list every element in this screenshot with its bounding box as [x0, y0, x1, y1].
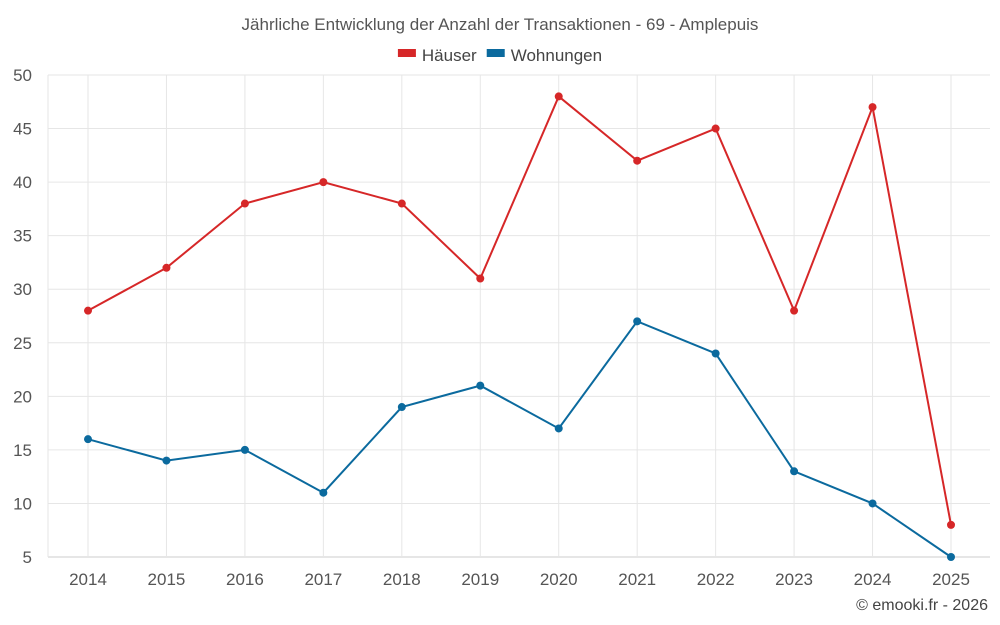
data-point[interactable] [633, 317, 642, 326]
data-point[interactable] [868, 103, 877, 112]
legend-swatch [397, 49, 416, 57]
legend-swatch [486, 49, 505, 57]
legend: Häuser Wohnungen [397, 46, 602, 65]
y-tick-label: 40 [13, 173, 32, 192]
data-point[interactable] [319, 488, 328, 497]
legend-label: Wohnungen [511, 46, 602, 65]
data-point[interactable] [162, 263, 171, 272]
data-point[interactable] [554, 424, 563, 433]
data-point[interactable] [633, 156, 642, 165]
data-point[interactable] [868, 499, 877, 508]
credit-text: © emooki.fr - 2026 [856, 597, 988, 614]
series-group [84, 92, 955, 561]
y-axis-ticks: 5 10 15 20 25 30 35 40 45 50 [13, 66, 32, 567]
y-tick-label: 35 [13, 227, 32, 246]
x-tick-label: 2022 [697, 570, 735, 589]
x-tick-label: 2021 [618, 570, 656, 589]
data-point[interactable] [711, 124, 720, 133]
x-axis-ticks: 2014 2015 2016 2017 2018 2019 2020 2021 2022 2023… [69, 570, 970, 589]
y-tick-label: 15 [13, 441, 32, 460]
data-point[interactable] [84, 306, 92, 315]
x-tick-label: 2023 [775, 570, 813, 589]
x-tick-label: 2024 [854, 570, 892, 589]
data-point[interactable] [947, 553, 955, 561]
data-point[interactable] [162, 456, 171, 465]
data-point[interactable] [476, 381, 485, 390]
y-tick-label: 50 [13, 66, 32, 85]
data-point[interactable] [476, 274, 485, 283]
data-point[interactable] [240, 199, 249, 208]
chart-title: Jährliche Entwicklung der Anzahl der Tra… [242, 15, 759, 34]
data-point[interactable] [397, 403, 406, 412]
y-tick-label: 20 [13, 387, 32, 406]
data-point[interactable] [790, 306, 799, 315]
series-line [87, 94, 952, 526]
x-tick-label: 2014 [69, 570, 107, 589]
y-tick-label: 10 [13, 494, 32, 513]
x-tick-label: 2015 [148, 570, 186, 589]
data-point[interactable] [84, 435, 92, 444]
y-tick-label: 30 [13, 280, 32, 299]
y-tick-label: 25 [13, 334, 32, 353]
data-point[interactable] [240, 445, 249, 454]
data-point[interactable] [790, 467, 799, 476]
y-tick-label: 5 [23, 548, 32, 567]
data-point[interactable] [947, 520, 955, 529]
x-tick-label: 2020 [540, 570, 578, 589]
data-point[interactable] [711, 349, 720, 358]
x-tick-label: 2019 [461, 570, 499, 589]
data-point[interactable] [554, 92, 563, 101]
data-point[interactable] [319, 178, 328, 187]
series-haeuser [84, 92, 955, 529]
x-tick-label: 2017 [304, 570, 342, 589]
data-point[interactable] [397, 199, 406, 208]
series-line [87, 320, 952, 558]
grid [47, 74, 990, 558]
series-wohnungen [84, 317, 955, 561]
legend-label: Häuser [422, 46, 477, 65]
y-tick-label: 45 [13, 120, 32, 139]
x-tick-label: 2016 [226, 570, 264, 589]
x-tick-label: 2025 [932, 570, 970, 589]
x-tick-label: 2018 [383, 570, 421, 589]
